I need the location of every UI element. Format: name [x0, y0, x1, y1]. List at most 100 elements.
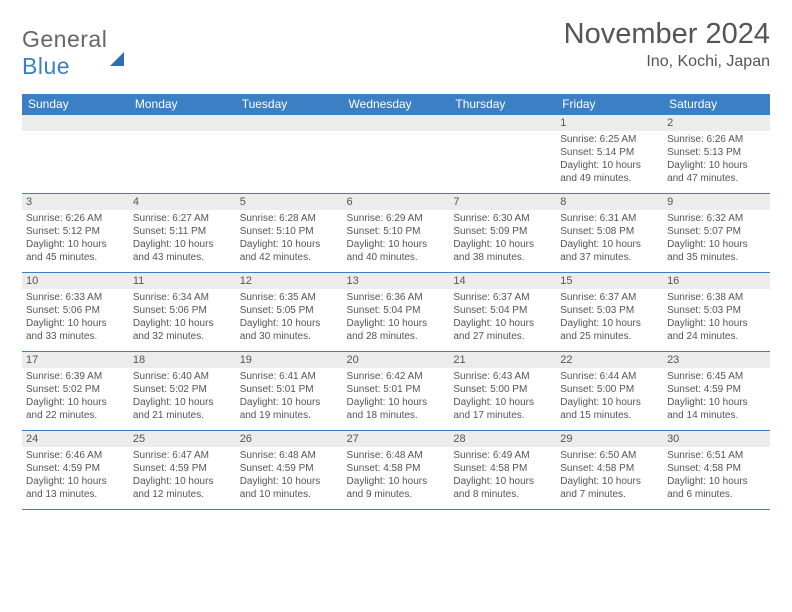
day-content: Sunrise: 6:40 AMSunset: 5:02 PMDaylight:…	[129, 368, 236, 431]
daynum-row: 24252627282930	[22, 431, 770, 448]
day-content: Sunrise: 6:44 AMSunset: 5:00 PMDaylight:…	[556, 368, 663, 431]
day-number: 6	[343, 194, 450, 211]
daylight-text: Daylight: 10 hours and 10 minutes.	[240, 475, 339, 501]
day-number: 30	[663, 431, 770, 448]
month-title: November 2024	[564, 18, 770, 51]
daylight-text: Daylight: 10 hours and 18 minutes.	[347, 396, 446, 422]
day-number: 5	[236, 194, 343, 211]
day-number: 9	[663, 194, 770, 211]
day-number: 10	[22, 273, 129, 290]
daylight-text: Daylight: 10 hours and 43 minutes.	[133, 238, 232, 264]
day-number: 7	[449, 194, 556, 211]
sunset-text: Sunset: 5:07 PM	[667, 225, 766, 238]
weekday-header: Wednesday	[343, 94, 450, 115]
sunrise-text: Sunrise: 6:35 AM	[240, 291, 339, 304]
sunset-text: Sunset: 5:02 PM	[26, 383, 125, 396]
sunrise-text: Sunrise: 6:38 AM	[667, 291, 766, 304]
day-content: Sunrise: 6:48 AMSunset: 4:58 PMDaylight:…	[343, 447, 450, 510]
daylight-text: Daylight: 10 hours and 28 minutes.	[347, 317, 446, 343]
daylight-text: Daylight: 10 hours and 38 minutes.	[453, 238, 552, 264]
sunset-text: Sunset: 4:58 PM	[453, 462, 552, 475]
daylight-text: Daylight: 10 hours and 12 minutes.	[133, 475, 232, 501]
sunrise-text: Sunrise: 6:27 AM	[133, 212, 232, 225]
day-content: Sunrise: 6:37 AMSunset: 5:04 PMDaylight:…	[449, 289, 556, 352]
sunrise-text: Sunrise: 6:49 AM	[453, 449, 552, 462]
sunset-text: Sunset: 4:58 PM	[560, 462, 659, 475]
day-content: Sunrise: 6:34 AMSunset: 5:06 PMDaylight:…	[129, 289, 236, 352]
daynum-row: 17181920212223	[22, 352, 770, 369]
sunset-text: Sunset: 5:08 PM	[560, 225, 659, 238]
daynum-row: 3456789	[22, 194, 770, 211]
sunrise-text: Sunrise: 6:40 AM	[133, 370, 232, 383]
weekday-header: Sunday	[22, 94, 129, 115]
sunrise-text: Sunrise: 6:29 AM	[347, 212, 446, 225]
day-content: Sunrise: 6:30 AMSunset: 5:09 PMDaylight:…	[449, 210, 556, 273]
day-number: 18	[129, 352, 236, 369]
day-content	[129, 131, 236, 194]
sunset-text: Sunset: 5:04 PM	[453, 304, 552, 317]
day-number: 19	[236, 352, 343, 369]
daylight-text: Daylight: 10 hours and 17 minutes.	[453, 396, 552, 422]
daylight-text: Daylight: 10 hours and 37 minutes.	[560, 238, 659, 264]
sunset-text: Sunset: 5:00 PM	[453, 383, 552, 396]
day-number	[22, 115, 129, 132]
sunrise-text: Sunrise: 6:30 AM	[453, 212, 552, 225]
day-content	[449, 131, 556, 194]
daylight-text: Daylight: 10 hours and 32 minutes.	[133, 317, 232, 343]
sunrise-text: Sunrise: 6:50 AM	[560, 449, 659, 462]
day-number: 15	[556, 273, 663, 290]
daylight-text: Daylight: 10 hours and 47 minutes.	[667, 159, 766, 185]
daylight-text: Daylight: 10 hours and 14 minutes.	[667, 396, 766, 422]
sunset-text: Sunset: 5:04 PM	[347, 304, 446, 317]
weekday-header: Monday	[129, 94, 236, 115]
day-number: 20	[343, 352, 450, 369]
day-number: 4	[129, 194, 236, 211]
sunset-text: Sunset: 5:01 PM	[240, 383, 339, 396]
sunrise-text: Sunrise: 6:33 AM	[26, 291, 125, 304]
sunset-text: Sunset: 5:10 PM	[240, 225, 339, 238]
daylight-text: Daylight: 10 hours and 19 minutes.	[240, 396, 339, 422]
daylight-text: Daylight: 10 hours and 35 minutes.	[667, 238, 766, 264]
day-number: 26	[236, 431, 343, 448]
day-content: Sunrise: 6:28 AMSunset: 5:10 PMDaylight:…	[236, 210, 343, 273]
daylight-text: Daylight: 10 hours and 42 minutes.	[240, 238, 339, 264]
content-row: Sunrise: 6:46 AMSunset: 4:59 PMDaylight:…	[22, 447, 770, 510]
day-content: Sunrise: 6:25 AMSunset: 5:14 PMDaylight:…	[556, 131, 663, 194]
day-content: Sunrise: 6:37 AMSunset: 5:03 PMDaylight:…	[556, 289, 663, 352]
sunrise-text: Sunrise: 6:28 AM	[240, 212, 339, 225]
day-content: Sunrise: 6:45 AMSunset: 4:59 PMDaylight:…	[663, 368, 770, 431]
daynum-row: 10111213141516	[22, 273, 770, 290]
daylight-text: Daylight: 10 hours and 21 minutes.	[133, 396, 232, 422]
sunset-text: Sunset: 4:58 PM	[347, 462, 446, 475]
sunrise-text: Sunrise: 6:51 AM	[667, 449, 766, 462]
daylight-text: Daylight: 10 hours and 40 minutes.	[347, 238, 446, 264]
sunrise-text: Sunrise: 6:26 AM	[26, 212, 125, 225]
daylight-text: Daylight: 10 hours and 15 minutes.	[560, 396, 659, 422]
daylight-text: Daylight: 10 hours and 33 minutes.	[26, 317, 125, 343]
sunrise-text: Sunrise: 6:43 AM	[453, 370, 552, 383]
day-number: 8	[556, 194, 663, 211]
day-number: 17	[22, 352, 129, 369]
day-number: 12	[236, 273, 343, 290]
daylight-text: Daylight: 10 hours and 24 minutes.	[667, 317, 766, 343]
daynum-row: 12	[22, 115, 770, 132]
day-content: Sunrise: 6:38 AMSunset: 5:03 PMDaylight:…	[663, 289, 770, 352]
day-content: Sunrise: 6:35 AMSunset: 5:05 PMDaylight:…	[236, 289, 343, 352]
sunrise-text: Sunrise: 6:34 AM	[133, 291, 232, 304]
day-number: 1	[556, 115, 663, 132]
day-content: Sunrise: 6:36 AMSunset: 5:04 PMDaylight:…	[343, 289, 450, 352]
content-row: Sunrise: 6:26 AMSunset: 5:12 PM Daylight:…	[22, 210, 770, 273]
day-number: 2	[663, 115, 770, 132]
day-number: 22	[556, 352, 663, 369]
weekday-header: Thursday	[449, 94, 556, 115]
sunrise-text: Sunrise: 6:46 AM	[26, 449, 125, 462]
sunset-text: Sunset: 5:12 PM	[26, 225, 125, 238]
sunrise-text: Sunrise: 6:37 AM	[560, 291, 659, 304]
sunrise-text: Sunrise: 6:25 AM	[560, 133, 659, 146]
daylight-text: Daylight: 10 hours and 49 minutes.	[560, 159, 659, 185]
sunset-text: Sunset: 4:58 PM	[667, 462, 766, 475]
logo-general: General	[22, 26, 107, 52]
sunrise-text: Sunrise: 6:31 AM	[560, 212, 659, 225]
day-number: 14	[449, 273, 556, 290]
day-number: 13	[343, 273, 450, 290]
